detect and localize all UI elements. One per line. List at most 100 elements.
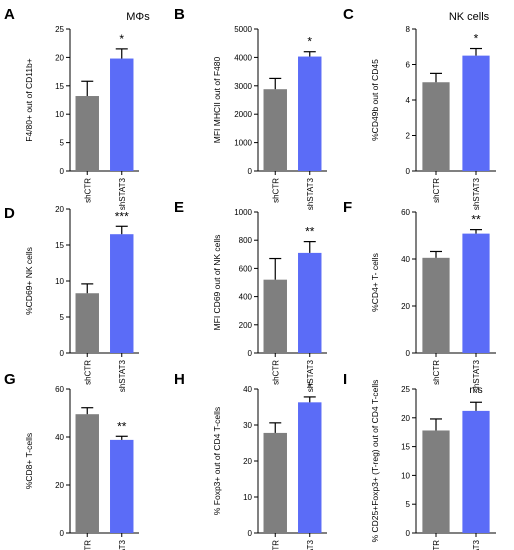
bar-shctr [422, 82, 450, 171]
category-label: shCTR [432, 360, 441, 385]
y-tick-label: 0 [248, 349, 253, 358]
panel-letter: D [4, 205, 15, 222]
panel-e: E 0 200 400 600 800 1000 MFI CD69 out of NK cel… [174, 199, 327, 392]
y-tick-label: 20 [55, 481, 64, 490]
y-tick-label: 0 [60, 529, 65, 538]
bar-shctr [75, 293, 99, 353]
y-tick-label: 200 [239, 321, 253, 330]
y-tick-label: 60 [401, 208, 410, 217]
y-tick-label: 1000 [234, 139, 252, 148]
y-tick-label: 0 [406, 349, 411, 358]
bar-shstat3 [462, 55, 490, 171]
y-tick-label: 0 [60, 349, 65, 358]
y-tick-label: 4000 [234, 53, 252, 62]
y-tick-label: 15 [55, 82, 64, 91]
y-tick-label: 40 [243, 385, 252, 394]
bar-shstat3 [298, 56, 322, 171]
y-tick-label: 400 [239, 293, 253, 302]
category-label: shCTR [271, 540, 280, 550]
panel-g: G 0 20 40 60 %CD8+ T-cells shCTR shSTAT3 ** [4, 371, 139, 550]
panel-i: I 0 5 10 15 20 25 % CD25+Foxp3+ (T-reg) out of … [343, 371, 496, 550]
category-label: shSTAT3 [118, 359, 127, 392]
significance-marker: * [119, 32, 124, 46]
y-tick-label: 60 [55, 385, 64, 394]
category-label: shCTR [83, 360, 92, 385]
bar-shstat3 [110, 234, 134, 353]
panel-letter: A [4, 6, 15, 23]
bar-shstat3 [110, 439, 134, 533]
y-tick-label: 10 [55, 110, 64, 119]
category-label: shCTR [271, 178, 280, 203]
y-axis-title: %CD4+ T- cells [370, 253, 380, 312]
significance-marker: n.s [469, 385, 482, 396]
panel-letter: H [174, 371, 185, 388]
y-tick-label: 2000 [234, 110, 252, 119]
y-axis-title: % CD25+Foxp3+ (T-reg) out of CD4 T-cells [370, 380, 380, 543]
panel-letter: I [343, 371, 347, 388]
y-tick-label: 10 [243, 493, 252, 502]
panel-d: D 0 5 10 15 20 %CD69+ NK cells shCTR shSTAT3 *** [4, 205, 139, 392]
y-tick-label: 25 [401, 385, 410, 394]
y-tick-label: 8 [406, 25, 411, 34]
y-tick-label: 20 [55, 53, 64, 62]
panel-f: F 0 20 40 60 %CD4+ T- cells shCTR shSTAT3 ** [343, 199, 496, 392]
y-tick-label: 30 [243, 421, 252, 430]
y-axis-title: F4/80+ out of CD11b+ [24, 58, 34, 142]
y-tick-label: 15 [401, 443, 410, 452]
y-tick-label: 0 [406, 529, 411, 538]
significance-marker: ** [305, 225, 315, 239]
panel-letter: G [4, 371, 16, 388]
category-label: shSTAT3 [118, 177, 127, 210]
bar-shstat3 [298, 252, 322, 353]
category-label: shSTAT3 [306, 539, 315, 550]
bar-shstat3 [462, 410, 490, 533]
panel-title: NK cells [449, 11, 490, 23]
y-tick-label: 2 [406, 132, 411, 141]
panel-c: C NK cells 0 2 4 6 8 %CD49b out of CD45 shCTR shS… [343, 6, 496, 210]
bar-shctr [263, 89, 287, 171]
y-tick-label: 600 [239, 264, 253, 273]
category-label: shCTR [432, 540, 441, 550]
y-tick-label: 15 [55, 241, 64, 250]
bar-shctr [422, 257, 450, 353]
y-tick-label: 5 [60, 313, 65, 322]
y-tick-label: 40 [401, 255, 410, 264]
y-axis-title: MFI CD69 out of NK cells [212, 235, 222, 331]
panel-letter: E [174, 199, 184, 216]
panel-letter: F [343, 199, 352, 216]
y-tick-label: 40 [55, 433, 64, 442]
y-axis-title: % Foxp3+ out of CD4 T-cells [212, 407, 222, 515]
category-label: shSTAT3 [472, 359, 481, 392]
y-axis-title: %CD69+ NK cells [24, 247, 34, 315]
significance-marker: ** [471, 213, 481, 227]
significance-marker: *** [115, 209, 129, 223]
bar-shctr [263, 432, 287, 533]
y-tick-label: 0 [406, 167, 411, 176]
significance-marker: * [474, 32, 479, 46]
category-label: shSTAT3 [306, 359, 315, 392]
category-label: shSTAT3 [472, 177, 481, 210]
panel-letter: C [343, 6, 354, 23]
y-tick-label: 20 [401, 414, 410, 423]
panel-h: H 0 10 20 30 40 % Foxp3+ out of CD4 T-cells shC… [174, 371, 327, 550]
category-label: shCTR [83, 178, 92, 203]
panel-title: MΦs [126, 11, 150, 23]
category-label: shCTR [271, 360, 280, 385]
y-tick-label: 800 [239, 236, 253, 245]
bar-shstat3 [462, 233, 490, 353]
bar-shstat3 [110, 58, 134, 172]
y-tick-label: 0 [60, 167, 65, 176]
y-tick-label: 5 [406, 500, 411, 509]
y-tick-label: 5 [60, 139, 65, 148]
category-label: shCTR [432, 178, 441, 203]
y-tick-label: 6 [406, 61, 411, 70]
y-tick-label: 1000 [234, 208, 252, 217]
significance-marker: ** [117, 419, 127, 433]
bar-shctr [263, 279, 287, 353]
y-tick-label: 0 [248, 167, 253, 176]
y-tick-label: 10 [401, 471, 410, 480]
bar-shstat3 [298, 402, 322, 533]
y-tick-label: 3000 [234, 82, 252, 91]
category-label: shSTAT3 [472, 539, 481, 550]
